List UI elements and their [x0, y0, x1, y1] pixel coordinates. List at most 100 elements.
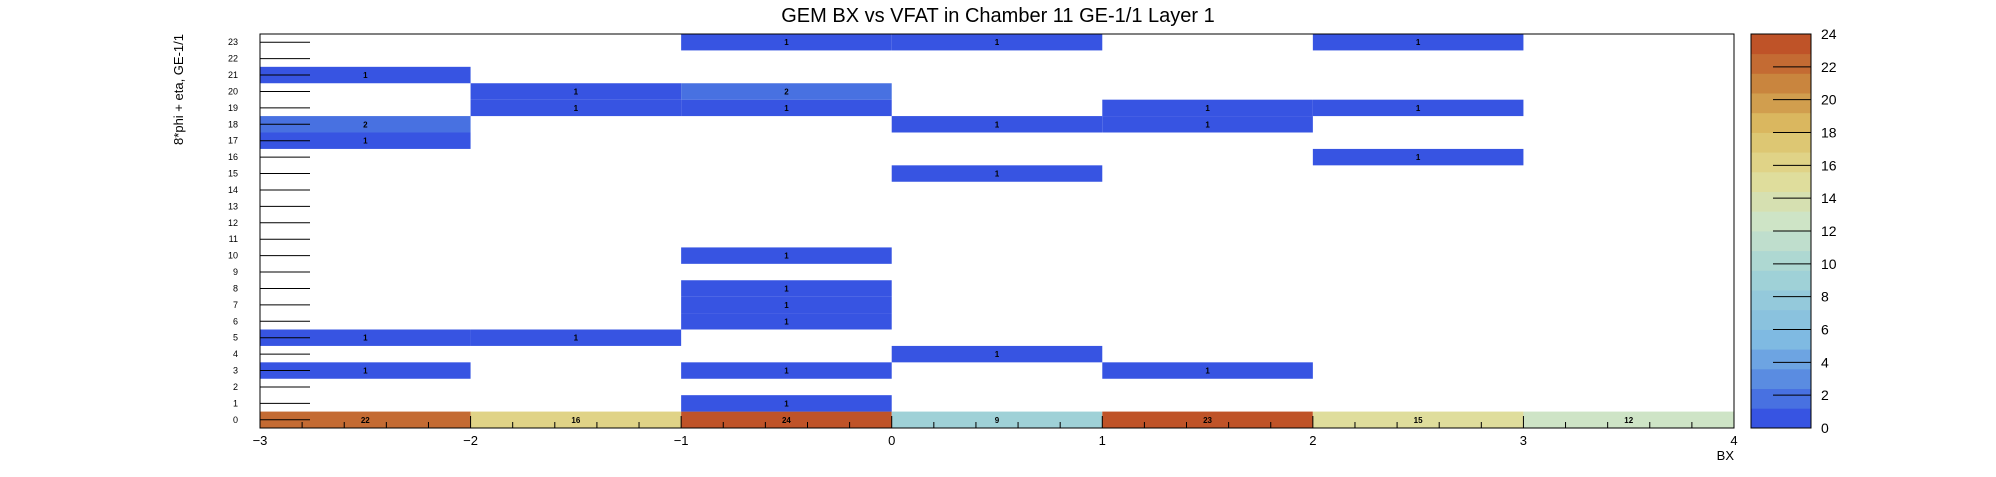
- cell-value-label: 1: [363, 137, 368, 146]
- heatmap-cell: [891, 345, 1103, 363]
- y-tick-label: 22: [228, 54, 238, 64]
- y-tick-label: 20: [228, 86, 238, 96]
- colorbar-tick-label: 0: [1821, 420, 1829, 436]
- heatmap-cell: [681, 296, 892, 314]
- heatmap-cell: [470, 99, 682, 117]
- heatmap-cell: [681, 34, 892, 51]
- y-tick-label: 18: [228, 119, 238, 129]
- x-tick-label: 0: [888, 433, 895, 448]
- colorbar-segment: [1751, 53, 1811, 74]
- colorbar-tick-label: 8: [1821, 289, 1829, 305]
- cell-value-label: 23: [1203, 416, 1212, 425]
- colorbar-segment: [1751, 34, 1811, 55]
- cell-value-label: 1: [363, 71, 368, 80]
- y-tick-label: 5: [233, 333, 238, 343]
- x-tick-label: −3: [253, 433, 268, 448]
- heatmap-cell: [1102, 116, 1313, 133]
- cell-value-label: 1: [1416, 153, 1421, 162]
- heatmap-cell: [681, 83, 892, 100]
- y-tick-label: 1: [233, 398, 238, 408]
- cell-value-label: 1: [995, 120, 1000, 129]
- colorbar-tick-label: 24: [1821, 26, 1837, 42]
- cell-value-label: 12: [1624, 416, 1633, 425]
- colorbar-segment: [1751, 132, 1811, 153]
- y-tick-label: 7: [233, 300, 238, 310]
- colorbar-tick-label: 16: [1821, 157, 1837, 173]
- heatmap-cell: [681, 247, 892, 264]
- y-tick-label: 8: [233, 283, 238, 293]
- colorbar-segment: [1751, 250, 1811, 271]
- heatmap-cell: [470, 411, 682, 428]
- y-tick-label: 10: [228, 251, 238, 261]
- y-tick-label: 9: [233, 267, 238, 277]
- colorbar-tick-label: 22: [1821, 59, 1837, 75]
- colorbar-tick-label: 20: [1821, 92, 1837, 108]
- cell-value-label: 24: [782, 416, 791, 425]
- heatmap-cell: [1102, 362, 1313, 379]
- heatmap-cell: [260, 116, 471, 133]
- x-tick-label: −1: [674, 433, 689, 448]
- cell-value-label: 16: [571, 416, 580, 425]
- heatmap-cell: [681, 99, 892, 117]
- y-tick-label: 11: [229, 234, 238, 244]
- cell-value-label: 22: [361, 416, 370, 425]
- heatmap-cell: [1102, 411, 1313, 428]
- colorbar-tick-label: 4: [1821, 354, 1829, 370]
- colorbar-tick-label: 18: [1821, 125, 1837, 141]
- cell-value-label: 1: [574, 87, 579, 96]
- colorbar-segment: [1751, 231, 1811, 252]
- cell-value-label: 1: [995, 350, 1000, 359]
- colorbar-segment: [1751, 93, 1811, 114]
- heatmap-cell: [260, 362, 471, 379]
- y-tick-label: 13: [228, 201, 238, 211]
- heatmap-cell: [681, 395, 892, 412]
- heatmap-cell: [1312, 99, 1524, 117]
- heatmap-cell: [260, 66, 471, 84]
- cell-value-label: 1: [784, 104, 789, 113]
- heatmap-cell: [891, 116, 1103, 133]
- y-axis-label: 8*phi + eta, GE-1/1: [171, 34, 186, 145]
- plot-frame: [259, 33, 1735, 429]
- y-tick-label: 12: [228, 218, 238, 228]
- heatmap-cell: [470, 329, 682, 346]
- heatmap-cell: [260, 329, 471, 346]
- colorbar-tick-label: 14: [1821, 190, 1837, 206]
- heatmap-cell: [891, 411, 1103, 428]
- cell-value-label: 2: [784, 87, 789, 96]
- y-tick-label: 2: [233, 382, 238, 392]
- x-tick-label: 2: [1309, 433, 1316, 448]
- heatmap-cell: [470, 83, 682, 100]
- cell-value-label: 1: [1205, 104, 1210, 113]
- heatmap-cell: [1312, 148, 1524, 166]
- colorbar-segment: [1751, 191, 1811, 212]
- colorbar-segment: [1751, 349, 1811, 370]
- cell-value-label: 9: [995, 416, 1000, 425]
- cell-value-label: 1: [784, 367, 789, 376]
- colorbar-segment: [1751, 388, 1811, 409]
- x-axis-label: BX: [1717, 448, 1735, 463]
- cell-value-label: 1: [574, 104, 579, 113]
- cell-value-label: 1: [363, 334, 368, 343]
- y-tick-label: 0: [233, 415, 238, 425]
- x-tick-label: 1: [1099, 433, 1106, 448]
- colorbar-tick-label: 12: [1821, 223, 1837, 239]
- y-tick-label: 3: [233, 366, 238, 376]
- heatmap-cell: [1102, 99, 1313, 117]
- cell-value-label: 1: [1416, 104, 1421, 113]
- heatmap-cell: [260, 132, 471, 149]
- heatmap-cell: [681, 362, 892, 379]
- heatmap-cell: [1523, 411, 1734, 428]
- x-tick-label: 4: [1730, 433, 1737, 448]
- cell-value-label: 1: [1416, 38, 1421, 47]
- y-tick-label: 16: [228, 152, 238, 162]
- cell-value-label: 1: [784, 317, 789, 326]
- colorbar-segment: [1751, 290, 1811, 311]
- cell-value-label: 15: [1414, 416, 1423, 425]
- heatmap-cell: [1312, 34, 1524, 51]
- y-tick-label: 21: [228, 70, 238, 80]
- y-tick-label: 19: [228, 103, 238, 113]
- colorbar-segment: [1751, 270, 1811, 291]
- cell-value-label: 1: [784, 399, 789, 408]
- cell-value-label: 1: [784, 38, 789, 47]
